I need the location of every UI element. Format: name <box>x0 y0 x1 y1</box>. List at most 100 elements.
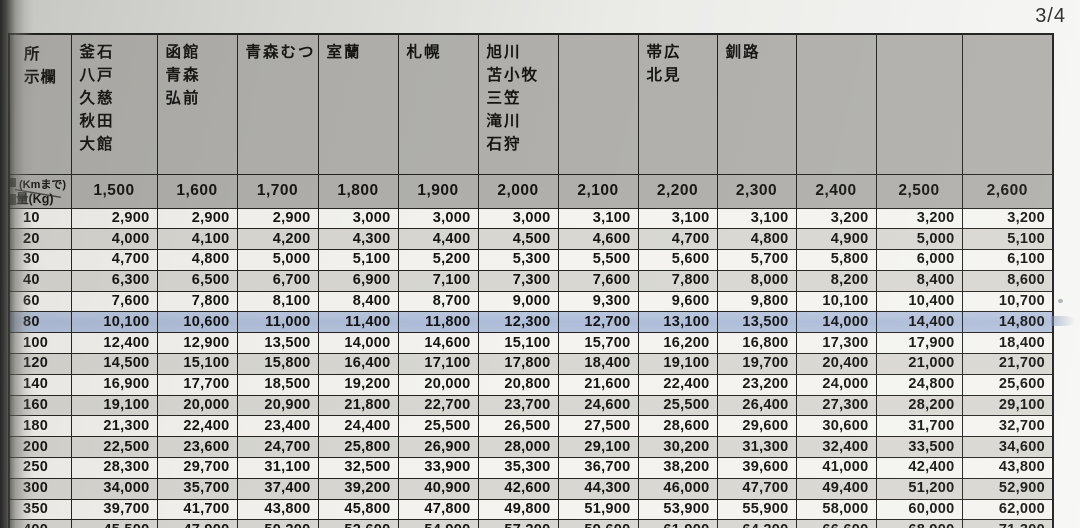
fare-cell: 31,100 <box>236 457 319 479</box>
fare-table-row: 60 7,600 7,800 8,100 8,400 8,700 9,000 9,300 9,6… <box>8 290 1054 313</box>
fare-cell: 28,600 <box>637 415 718 438</box>
fare-cell: 5,200 <box>397 249 479 271</box>
fare-cell: 6,500 <box>156 269 238 292</box>
fare-cell: 43,800 <box>961 457 1054 479</box>
weight-cell: 20 <box>8 228 72 251</box>
fare-cell: 31,300 <box>716 436 797 459</box>
fare-cell: 3,200 <box>795 207 877 230</box>
fare-cell: 53,900 <box>637 498 718 521</box>
city-name: 秋田 <box>79 113 115 130</box>
city-header-cell: 釜石 八戸 久慈 秋田 大館 <box>70 33 158 175</box>
fare-cell: 12,900 <box>156 332 238 355</box>
fare-cell: 32,500 <box>317 457 399 479</box>
city-name: 釜石 <box>79 44 115 61</box>
weight-cell: 10 <box>8 207 72 230</box>
fare-cell: 35,700 <box>156 477 238 500</box>
fare-cell: 5,300 <box>477 249 559 271</box>
fare-cell: 23,600 <box>156 436 238 459</box>
fare-table-row: 250 28,300 29,700 31,100 32,500 33,900 35,300 3… <box>8 457 1054 479</box>
fare-cell: 35,300 <box>477 457 559 479</box>
fare-cell: 66,600 <box>795 519 877 528</box>
fare-cell: 34,600 <box>961 436 1054 459</box>
fare-cell: 25,500 <box>637 394 718 417</box>
fare-cell: 3,000 <box>397 207 479 230</box>
fare-cell: 14,000 <box>795 311 877 334</box>
city-header-cell: 帯広 北見 <box>637 33 718 175</box>
fare-cell: 55,900 <box>716 498 797 521</box>
fare-cell: 5,600 <box>637 249 718 271</box>
fare-cell: 6,300 <box>70 269 158 292</box>
fare-cell: 3,200 <box>875 207 963 230</box>
fare-cell: 17,700 <box>156 373 238 396</box>
city-name: 八戸 <box>79 67 115 84</box>
fare-cell: 13,100 <box>637 311 718 334</box>
city-name: 青森 <box>165 67 201 84</box>
fare-cell: 5,500 <box>557 249 639 271</box>
fare-cell: 3,200 <box>961 207 1054 230</box>
weight-cell: 350 <box>8 498 72 521</box>
fare-cell: 47,800 <box>397 498 479 521</box>
fare-cell: 11,400 <box>317 311 399 334</box>
city-name: 大館 <box>79 136 115 153</box>
fare-cell: 18,400 <box>961 332 1054 355</box>
fare-cell: 20,000 <box>156 394 238 417</box>
fare-cell: 10,100 <box>70 311 158 334</box>
fare-table-row: 80 10,100 10,600 11,000 11,400 11,800 12,300 12… <box>8 311 1054 334</box>
fare-cell: 47,700 <box>716 477 797 500</box>
fare-cell: 19,100 <box>637 353 718 375</box>
fare-cell: 8,100 <box>236 290 319 313</box>
fare-cell: 14,400 <box>875 311 963 334</box>
fare-table-row: 300 34,000 35,700 37,400 39,200 40,900 42,600 4… <box>8 477 1054 500</box>
fare-cell: 42,600 <box>477 477 559 500</box>
fare-cell: 4,700 <box>70 249 158 271</box>
city-name: 室蘭 <box>326 44 362 61</box>
fare-cell: 4,800 <box>156 249 238 271</box>
fare-cell: 10,400 <box>875 290 963 313</box>
fare-table-row: 40045,50047,90050,20052,60054,90057,2005… <box>8 519 1054 528</box>
fare-cell: 8,400 <box>317 290 399 313</box>
fare-cell: 29,700 <box>156 457 238 479</box>
city-name: 弘前 <box>165 90 201 107</box>
fare-cell: 4,300 <box>317 228 399 251</box>
fare-cell: 6,000 <box>875 249 963 271</box>
fare-cell: 39,200 <box>317 477 399 500</box>
distance-header-cell: 2,300 <box>716 173 797 209</box>
fare-cell: 3,000 <box>477 207 559 230</box>
fare-cell: 71,300 <box>961 519 1054 528</box>
fare-cell: 11,800 <box>397 311 479 334</box>
city-name: 苫小牧 <box>486 67 540 84</box>
fare-cell: 22,400 <box>637 373 718 396</box>
weight-cell: 40 <box>8 269 72 292</box>
weight-cell: 180 <box>8 415 72 438</box>
fare-cell: 60,000 <box>875 498 963 521</box>
fare-cell: 29,100 <box>961 394 1054 417</box>
fare-cell: 45,800 <box>317 498 399 521</box>
fare-cell: 4,000 <box>70 228 158 251</box>
fare-cell: 26,400 <box>716 394 797 417</box>
distance-header-cell: 2,000 <box>477 173 559 209</box>
fare-cell: 19,700 <box>716 353 797 375</box>
distance-header-cell: 2,500 <box>875 173 963 209</box>
fare-cell: 14,000 <box>317 332 399 355</box>
city-header-cell: 室蘭 <box>317 33 399 175</box>
fare-cell: 8,200 <box>795 269 877 292</box>
weight-cell: 300 <box>8 477 72 500</box>
fare-cell: 28,200 <box>875 394 963 417</box>
cutoff-ink-smudge <box>10 177 16 187</box>
city-header-cell: 青森むつ <box>236 33 319 175</box>
fare-cell: 7,600 <box>557 269 639 292</box>
fare-cell: 20,900 <box>236 394 319 417</box>
fare-cell: 25,800 <box>317 436 399 459</box>
weight-cell: 160 <box>8 394 72 417</box>
fare-cell: 9,000 <box>477 290 559 313</box>
distance-header-cell: 1,600 <box>156 173 238 209</box>
fare-cell: 13,500 <box>716 311 797 334</box>
fare-cell: 29,600 <box>716 415 797 438</box>
fare-cell: 16,800 <box>716 332 797 355</box>
fare-cell: 4,800 <box>716 228 797 251</box>
fare-cell: 30,600 <box>795 415 877 438</box>
weight-cell: 80 <box>8 311 72 334</box>
station-label-line: 所 <box>24 46 41 63</box>
city-name: 青森むつ <box>245 44 316 61</box>
fare-table-row: 20 4,000 4,100 4,200 4,300 4,400 4,500 4,600 4,7… <box>8 228 1054 251</box>
